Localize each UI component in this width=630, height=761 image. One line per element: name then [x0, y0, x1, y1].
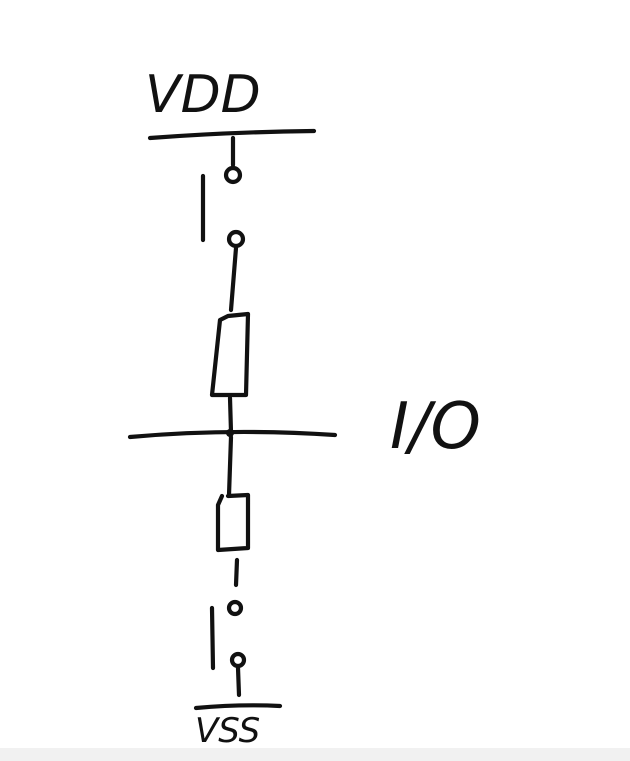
top-node-wire: [227, 395, 234, 435]
bottom-switch-contact-lower: [229, 651, 247, 669]
top-resistor: [209, 311, 251, 398]
vdd-rail-line: [147, 128, 317, 141]
vdd-label: VDD: [145, 65, 261, 125]
io-label: I/O: [390, 390, 481, 464]
io-node-dot: [226, 429, 234, 437]
top-switch-contact-upper: [223, 165, 243, 185]
vss-label: VSS: [195, 711, 260, 751]
bottom-switch-lead: [235, 665, 242, 698]
vss-rail-line: [193, 703, 283, 711]
footer-strip: [0, 748, 630, 761]
top-wire: [228, 245, 239, 313]
bottom-resistor: [215, 492, 251, 553]
bottom-node-wire: [226, 434, 234, 498]
top-switch-contact-lower: [226, 229, 246, 249]
bottom-wire: [233, 557, 240, 588]
bottom-switch-contact-upper: [226, 599, 244, 617]
bottom-switch-blade: [209, 605, 216, 671]
